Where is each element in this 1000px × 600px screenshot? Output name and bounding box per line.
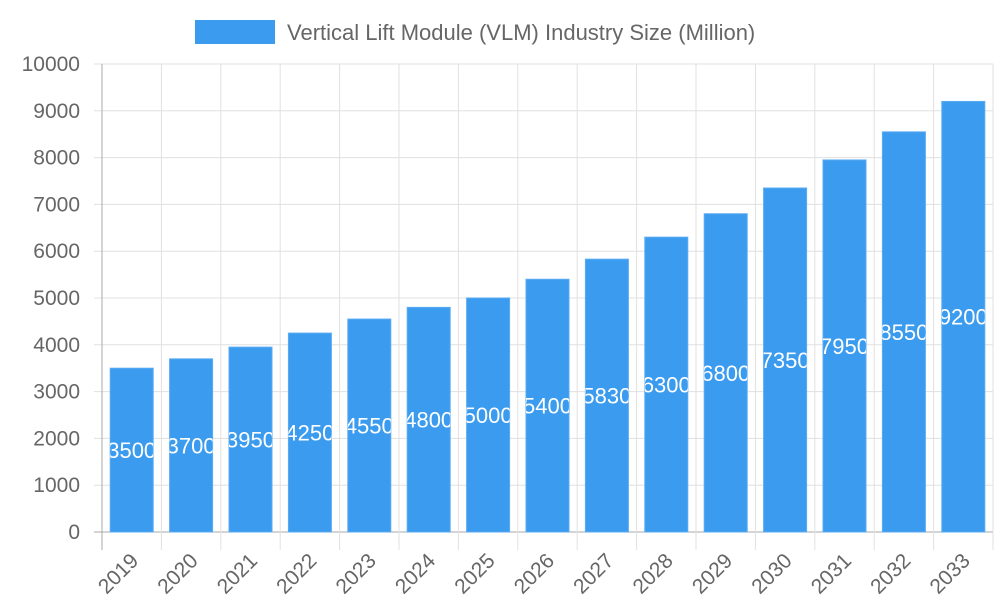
data-label: 8550 bbox=[879, 320, 928, 345]
x-tick-label: 2024 bbox=[391, 549, 441, 599]
data-label: 3950 bbox=[226, 428, 275, 453]
x-tick-label: 2027 bbox=[569, 549, 618, 598]
bar-2019 bbox=[109, 367, 154, 533]
bar-2025 bbox=[466, 297, 511, 533]
bar-2030 bbox=[763, 187, 808, 533]
data-label: 3700 bbox=[167, 433, 216, 458]
bar-2033 bbox=[941, 100, 986, 533]
data-label: 4250 bbox=[285, 421, 334, 446]
data-label: 9200 bbox=[939, 305, 988, 330]
legend-label: Vertical Lift Module (VLM) Industry Size… bbox=[287, 20, 755, 45]
bar-2023 bbox=[347, 318, 392, 533]
legend-swatch bbox=[195, 20, 275, 44]
data-label: 5400 bbox=[523, 394, 572, 419]
x-tick-label: 2019 bbox=[94, 549, 143, 598]
data-label: 5000 bbox=[464, 403, 513, 428]
x-tick-label: 2020 bbox=[153, 549, 202, 598]
y-tick-label: 9000 bbox=[33, 100, 80, 123]
data-label: 4550 bbox=[345, 414, 394, 439]
y-tick-label: 6000 bbox=[33, 240, 80, 263]
bar-2031 bbox=[822, 159, 867, 533]
x-tick-label: 2029 bbox=[688, 549, 737, 598]
y-tick-label: 4000 bbox=[33, 334, 80, 357]
x-tick-label: 2025 bbox=[450, 549, 499, 598]
bar-2029 bbox=[703, 213, 748, 533]
legend[interactable]: Vertical Lift Module (VLM) Industry Size… bbox=[195, 20, 755, 45]
data-label: 4800 bbox=[404, 408, 453, 433]
data-label: 5830 bbox=[582, 384, 631, 409]
x-tick-label: 2022 bbox=[272, 549, 321, 598]
bar-2020 bbox=[169, 358, 214, 533]
y-tick-label: 5000 bbox=[33, 287, 80, 310]
x-axis-labels: 2019 2020 2021 2022 2023 2024 2025 2026 2027 2028… bbox=[94, 549, 975, 599]
x-tick-label: 2028 bbox=[629, 549, 678, 598]
bar-2026 bbox=[525, 278, 570, 533]
data-label: 7950 bbox=[820, 334, 869, 359]
grid bbox=[94, 63, 994, 550]
data-label: 3500 bbox=[107, 438, 156, 463]
y-axis-labels: 0 1000 2000 3000 4000 5000 6000 7000 8000 9000 100… bbox=[22, 53, 80, 544]
x-tick-label: 2026 bbox=[510, 549, 559, 598]
bars: 3500 3700 3950 4250 4550 4800 5000 5400 5830 6300… bbox=[107, 100, 988, 533]
x-tick-label: 2023 bbox=[332, 549, 381, 598]
y-tick-label: 8000 bbox=[33, 147, 80, 170]
data-label: 6300 bbox=[642, 373, 691, 398]
y-tick-label: 1000 bbox=[33, 474, 80, 497]
y-tick-label: 7000 bbox=[33, 193, 80, 216]
y-tick-label: 2000 bbox=[33, 427, 80, 450]
x-tick-label: 2033 bbox=[926, 549, 975, 598]
x-tick-label: 2032 bbox=[866, 549, 915, 598]
y-tick-label: 3000 bbox=[33, 381, 80, 404]
x-tick-label: 2021 bbox=[213, 549, 262, 598]
bar-2032 bbox=[881, 131, 926, 533]
bar-2022 bbox=[287, 332, 332, 533]
data-label: 6800 bbox=[701, 361, 750, 386]
bar-2021 bbox=[228, 346, 273, 533]
y-tick-label: 0 bbox=[68, 521, 80, 544]
x-tick-label: 2030 bbox=[747, 549, 796, 598]
data-label: 7350 bbox=[761, 348, 810, 373]
bar-2027 bbox=[584, 258, 629, 533]
x-tick-label: 2031 bbox=[807, 549, 856, 598]
y-tick-label: 10000 bbox=[22, 53, 80, 76]
bar-2028 bbox=[644, 236, 689, 533]
bar-2024 bbox=[406, 306, 451, 533]
